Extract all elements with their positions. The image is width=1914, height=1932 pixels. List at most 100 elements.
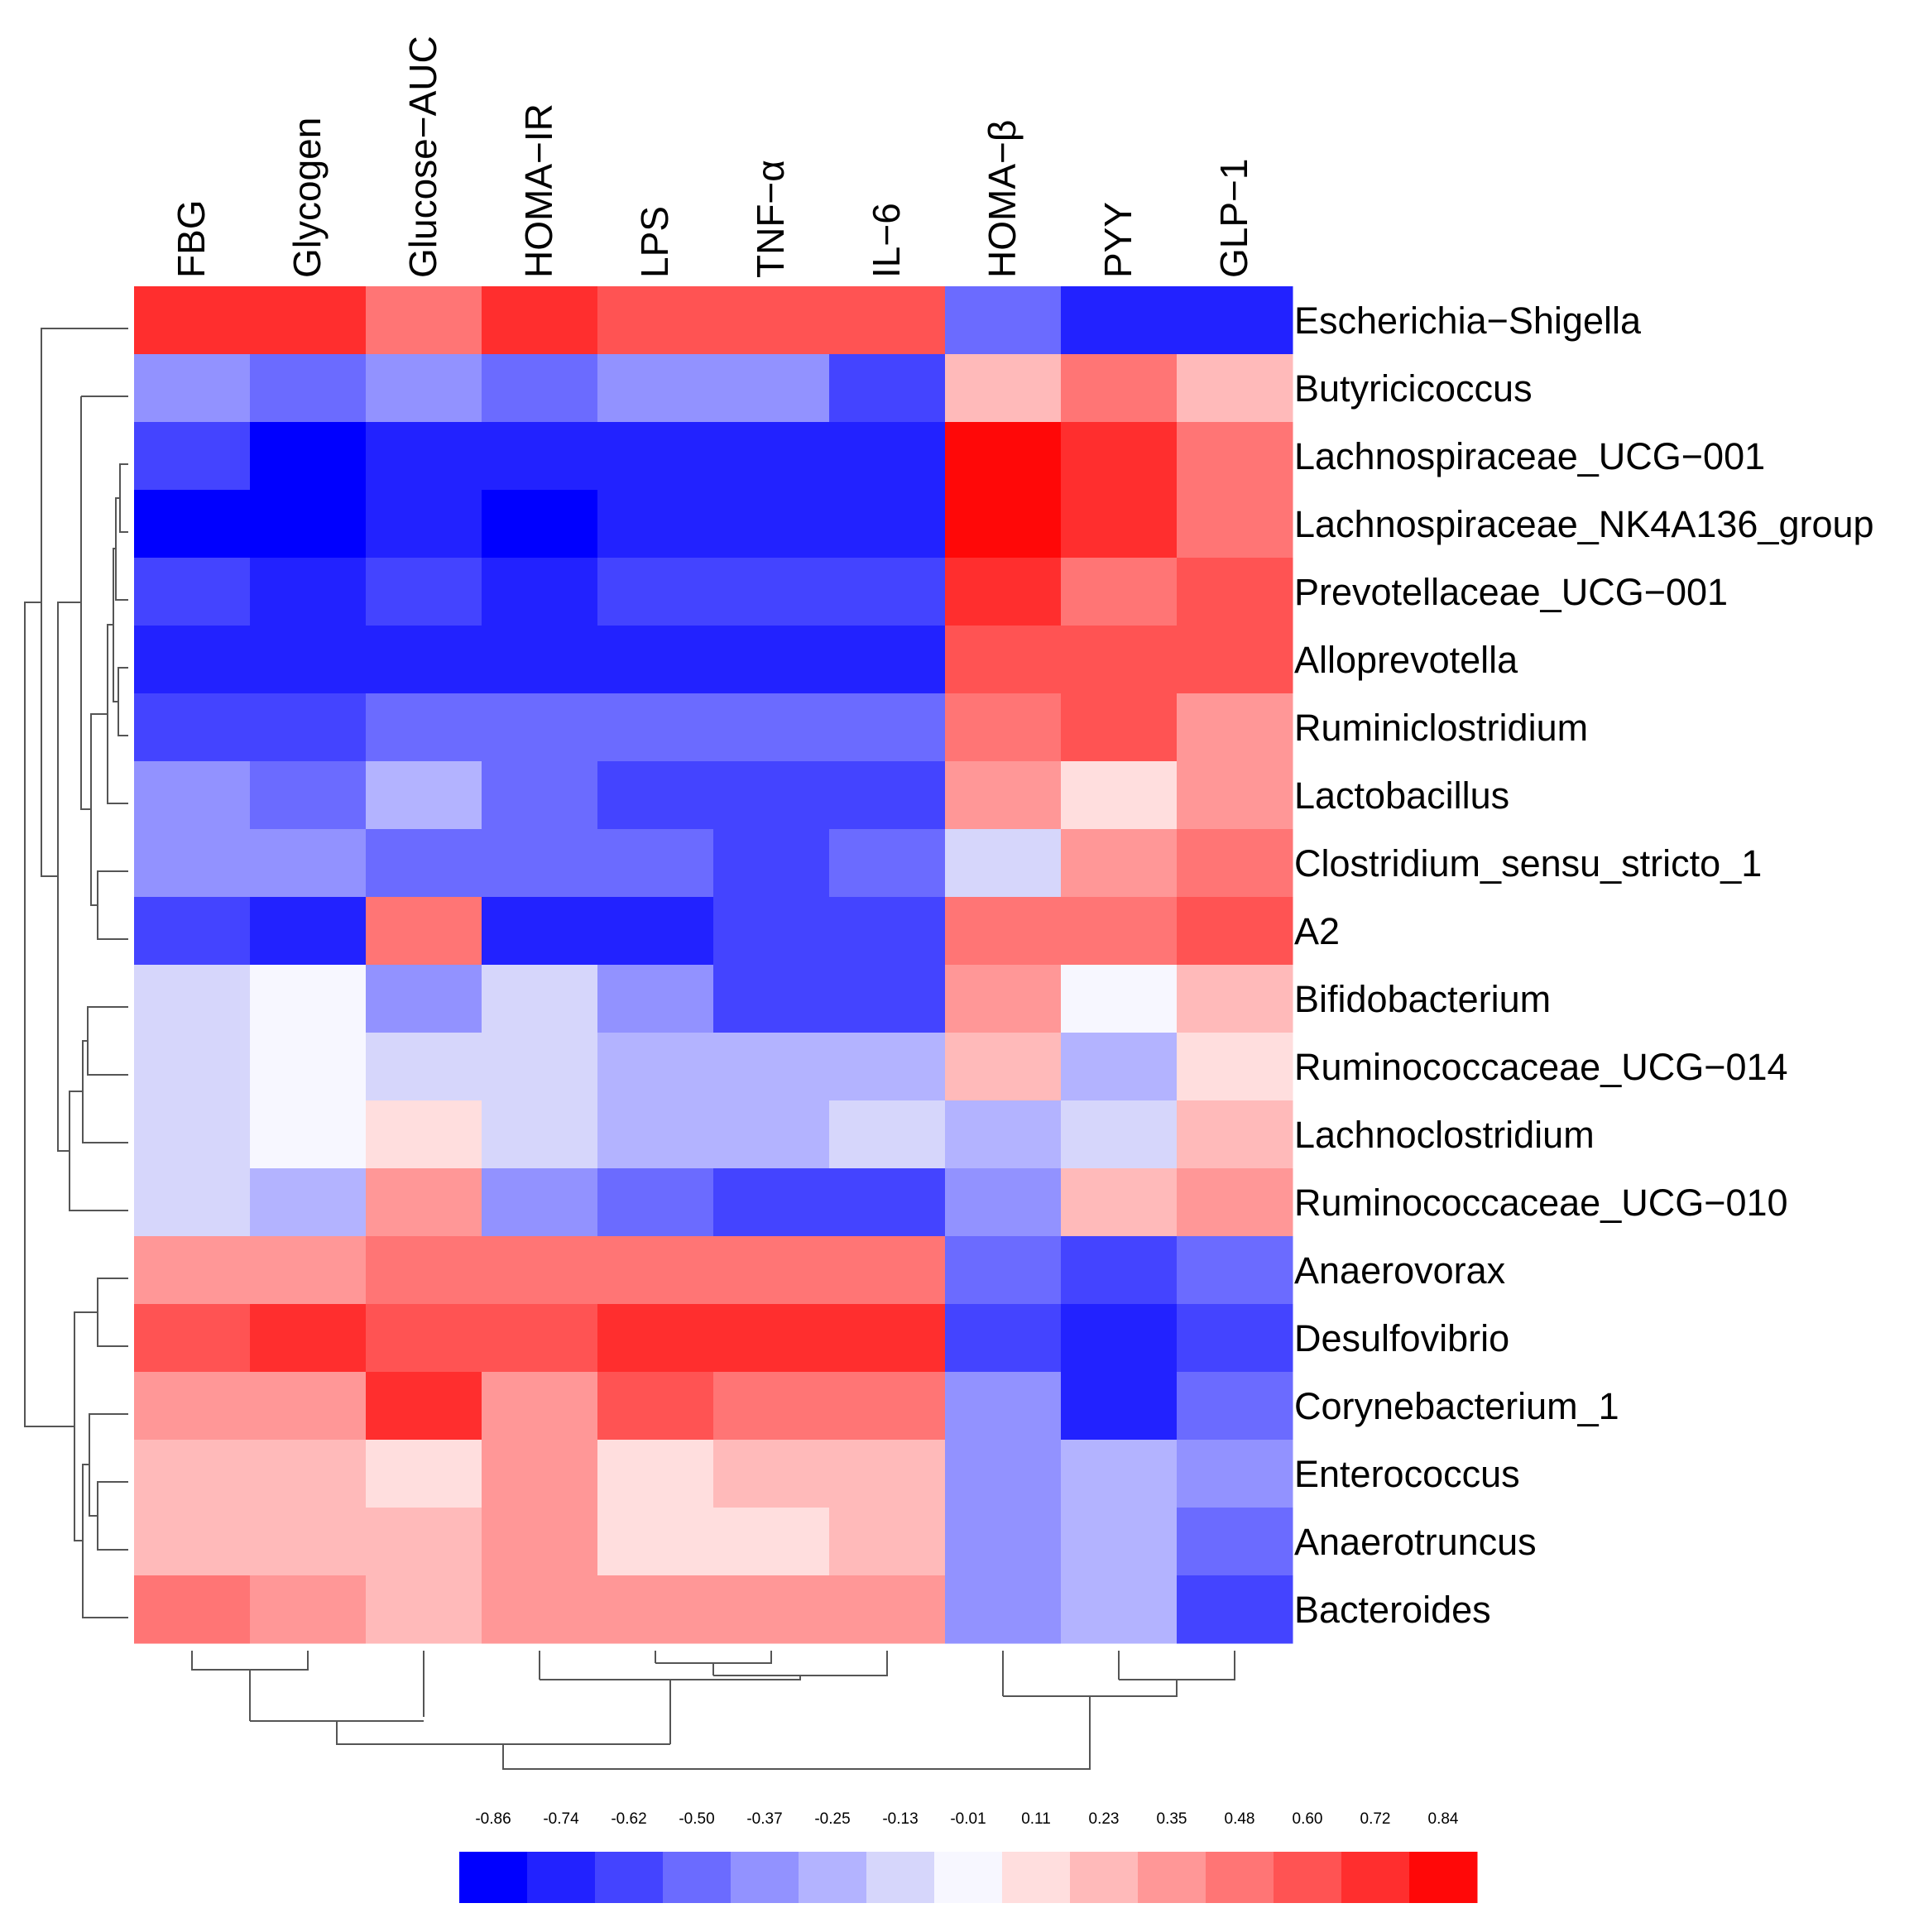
heatmap-cell bbox=[482, 354, 598, 423]
legend-tick-label: -0.01 bbox=[950, 1810, 986, 1828]
heatmap-cell bbox=[597, 490, 714, 559]
row-label: Prevotellaceae_UCG−001 bbox=[1294, 571, 1728, 613]
heatmap-cell bbox=[366, 897, 482, 966]
heatmap-cell bbox=[597, 1575, 714, 1644]
heatmap-cell bbox=[945, 1168, 1062, 1237]
row-label: Enterococcus bbox=[1294, 1453, 1520, 1495]
row-label: Escherichia−Shigella bbox=[1294, 300, 1642, 342]
heatmap-cell bbox=[597, 897, 714, 966]
heatmap-cell bbox=[134, 1033, 251, 1101]
heatmap-cell bbox=[1061, 1575, 1178, 1644]
heatmap-cell bbox=[1177, 1033, 1293, 1101]
heatmap-cell bbox=[945, 1575, 1062, 1644]
legend-swatch bbox=[731, 1852, 799, 1903]
heatmap-cell bbox=[1061, 1236, 1178, 1305]
heatmap-cell bbox=[482, 490, 598, 559]
heatmap-cell bbox=[597, 965, 714, 1033]
heatmap-cell bbox=[134, 1168, 251, 1237]
heatmap-cell bbox=[597, 1440, 714, 1508]
heatmap-cell bbox=[713, 1236, 830, 1305]
column-label: FBG bbox=[170, 199, 213, 278]
heatmap-cell bbox=[250, 829, 367, 898]
heatmap-cell bbox=[366, 490, 482, 559]
heatmap-cell bbox=[482, 1236, 598, 1305]
legend-swatch bbox=[1002, 1852, 1071, 1903]
heatmap-cell bbox=[1061, 626, 1178, 694]
heatmap-cell bbox=[1177, 1236, 1293, 1305]
legend-swatch bbox=[595, 1852, 664, 1903]
heatmap-cell bbox=[829, 1508, 946, 1576]
legend-swatch bbox=[459, 1852, 528, 1903]
legend-ticks: -0.86 -0.74 -0.62 -0.50 -0.37 -0.25 -0.13 -0.01… bbox=[475, 1810, 1459, 1828]
heatmap-cell bbox=[597, 761, 714, 830]
heatmap-cell bbox=[829, 626, 946, 694]
row-label: Bacteroides bbox=[1294, 1589, 1491, 1631]
heatmap-cell bbox=[713, 286, 830, 355]
row-label: Ruminiclostridium bbox=[1294, 707, 1588, 749]
heatmap-cell bbox=[134, 761, 251, 830]
heatmap-cell bbox=[1061, 693, 1178, 762]
heatmap-cell bbox=[1177, 1168, 1293, 1237]
row-dendrogram bbox=[24, 328, 128, 1618]
row-label: A2 bbox=[1294, 910, 1340, 952]
heatmap-cell bbox=[134, 1508, 251, 1576]
column-label: IL−6 bbox=[865, 203, 908, 278]
heatmap-cell bbox=[713, 422, 830, 491]
heatmap-cell bbox=[829, 354, 946, 423]
heatmap-cell bbox=[366, 626, 482, 694]
heatmap-cell bbox=[597, 829, 714, 898]
heatmap-cell bbox=[945, 761, 1062, 830]
heatmap-cell bbox=[1061, 558, 1178, 626]
heatmap-cell bbox=[1177, 1304, 1293, 1373]
row-label: Lachnospiraceae_UCG−001 bbox=[1294, 435, 1765, 477]
heatmap-cell bbox=[945, 693, 1062, 762]
heatmap-cell bbox=[713, 1033, 830, 1101]
heatmap-cell bbox=[1177, 626, 1293, 694]
legend-color-bar bbox=[459, 1852, 1478, 1903]
legend-swatch bbox=[1409, 1852, 1478, 1903]
heatmap-cell bbox=[597, 558, 714, 626]
legend-swatch bbox=[799, 1852, 867, 1903]
heatmap-cell bbox=[713, 626, 830, 694]
heatmap-cell bbox=[597, 1236, 714, 1305]
row-label: Clostridium_sensu_stricto_1 bbox=[1294, 842, 1762, 885]
heatmap-cell bbox=[713, 354, 830, 423]
heatmap-cell bbox=[597, 286, 714, 355]
heatmap-cell bbox=[1177, 761, 1293, 830]
legend-tick-label: -0.74 bbox=[543, 1810, 579, 1828]
heatmap-cell bbox=[250, 490, 367, 559]
heatmap-cell bbox=[1061, 761, 1178, 830]
legend-swatch bbox=[1274, 1852, 1342, 1903]
heatmap-cell bbox=[829, 761, 946, 830]
heatmap-cell bbox=[482, 558, 598, 626]
heatmap-cell bbox=[482, 693, 598, 762]
row-labels: Escherichia−Shigella Butyricicoccus Lachno… bbox=[1294, 300, 1874, 1631]
heatmap-cell bbox=[1177, 1440, 1293, 1508]
heatmap-cell bbox=[250, 965, 367, 1033]
heatmap-cell bbox=[1177, 286, 1293, 355]
heatmap-cell bbox=[713, 1168, 830, 1237]
heatmap-cell bbox=[366, 422, 482, 491]
legend-tick-label: -0.86 bbox=[475, 1810, 511, 1828]
legend-tick-label: -0.13 bbox=[882, 1810, 918, 1828]
heatmap-cell bbox=[945, 1100, 1062, 1169]
heatmap-cell bbox=[1061, 1508, 1178, 1576]
heatmap-cell bbox=[713, 1372, 830, 1441]
legend-tick-label: 0.23 bbox=[1089, 1810, 1120, 1828]
heatmap-cell bbox=[366, 286, 482, 355]
legend-swatch bbox=[866, 1852, 935, 1903]
heatmap-cell bbox=[945, 626, 1062, 694]
heatmap-cell bbox=[945, 1372, 1062, 1441]
heatmap-cell bbox=[1061, 490, 1178, 559]
column-label: LPS bbox=[633, 206, 676, 278]
heatmap-cell bbox=[713, 761, 830, 830]
heatmap-cell bbox=[1177, 422, 1293, 491]
heatmap-cell bbox=[134, 1100, 251, 1169]
heatmap-cell bbox=[482, 1168, 598, 1237]
heatmap-cell bbox=[482, 1100, 598, 1169]
heatmap-cell bbox=[250, 761, 367, 830]
heatmap-cell bbox=[1177, 558, 1293, 626]
heatmap-cell bbox=[713, 829, 830, 898]
heatmap-cell bbox=[597, 626, 714, 694]
